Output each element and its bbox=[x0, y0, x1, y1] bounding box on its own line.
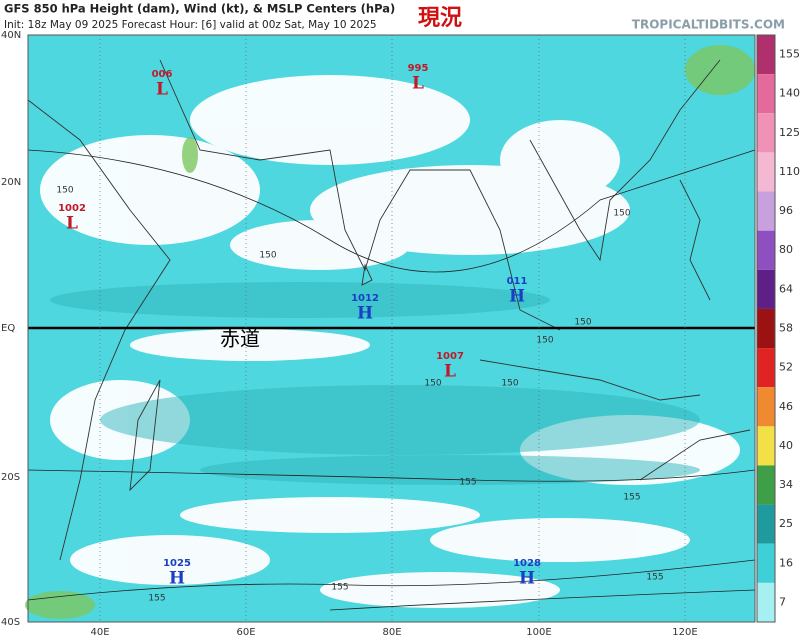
colorbar-label: 140 bbox=[779, 87, 800, 100]
contour-label: 150 bbox=[613, 209, 630, 219]
contour-label: 150 bbox=[259, 251, 276, 261]
lon-label: 60E bbox=[236, 627, 255, 638]
pressure-value: 1025 bbox=[163, 558, 191, 569]
subtitle: Init: 18z May 09 2025 Forecast Hour: [6]… bbox=[4, 19, 377, 31]
pressure-center: L bbox=[444, 362, 456, 382]
lon-label: 100E bbox=[526, 627, 551, 638]
colorbar-label: 125 bbox=[779, 126, 800, 139]
colorbar-segment bbox=[757, 74, 775, 114]
pressure-center: L bbox=[412, 74, 424, 94]
lon-label: 80E bbox=[382, 627, 401, 638]
pressure-value: 1007 bbox=[436, 351, 464, 362]
colorbar-label: 16 bbox=[779, 556, 793, 569]
lat-label: EQ bbox=[1, 323, 15, 334]
colorbar-segment bbox=[757, 308, 775, 349]
pressure-value: 1028 bbox=[513, 558, 541, 569]
pressure-value: 011 bbox=[507, 276, 528, 287]
lon-label: 40E bbox=[90, 627, 109, 638]
colorbar-segment bbox=[757, 465, 775, 505]
lat-label: 40S bbox=[1, 617, 20, 628]
colorbar-frame bbox=[756, 34, 776, 623]
pressure-value: 1002 bbox=[58, 203, 86, 214]
colorbar-segment bbox=[757, 426, 775, 466]
lat-label: 20N bbox=[1, 177, 21, 188]
colorbar-segment bbox=[757, 113, 775, 153]
contour-label: 150 bbox=[424, 379, 441, 389]
colorbar-label: 110 bbox=[779, 165, 800, 178]
colorbar-segment bbox=[757, 35, 775, 75]
colorbar-segment bbox=[757, 230, 775, 270]
pressure-center: H bbox=[519, 569, 535, 589]
colorbar-segment bbox=[757, 504, 775, 544]
colorbar-segment bbox=[757, 582, 775, 622]
colorbar-label: 52 bbox=[779, 361, 793, 374]
colorbar-segment bbox=[757, 191, 775, 231]
contour-label: 155 bbox=[148, 594, 165, 604]
pressure-center: L bbox=[156, 80, 168, 100]
pressure-value: 006 bbox=[152, 69, 173, 80]
colorbar-segment bbox=[757, 348, 775, 388]
map-field bbox=[25, 35, 756, 622]
colorbar-label: 96 bbox=[779, 204, 793, 217]
pressure-value: 1012 bbox=[351, 293, 379, 304]
colorbar-label: 155 bbox=[779, 48, 800, 61]
map-frame bbox=[27, 34, 756, 623]
pressure-value: 995 bbox=[408, 63, 429, 74]
colorbar-segment bbox=[757, 387, 775, 427]
contour-label: 150 bbox=[56, 186, 73, 196]
contour-label: 155 bbox=[646, 573, 663, 583]
annotation: 現況 bbox=[418, 5, 462, 31]
title: GFS 850 hPa Height (dam), Wind (kt), & M… bbox=[4, 2, 395, 16]
pressure-center: H bbox=[509, 287, 525, 307]
colorbar-label: 7 bbox=[779, 595, 786, 608]
lon-label: 120E bbox=[672, 627, 697, 638]
colorbar-label: 46 bbox=[779, 400, 793, 413]
contour-label: 150 bbox=[574, 318, 591, 328]
colorbar-label: 64 bbox=[779, 282, 793, 295]
colorbar-segment bbox=[757, 269, 775, 309]
colorbar-label: 25 bbox=[779, 517, 793, 530]
colorbar-label: 80 bbox=[779, 243, 793, 256]
equator-label: 赤道 bbox=[220, 327, 260, 351]
contour-label: 150 bbox=[501, 379, 518, 389]
pressure-center: L bbox=[66, 214, 78, 234]
colorbar-label: 34 bbox=[779, 478, 793, 491]
lat-label: 20S bbox=[1, 472, 20, 483]
contour-label: 155 bbox=[623, 493, 640, 503]
colorbar-segment bbox=[757, 543, 775, 583]
lat-label: 40N bbox=[1, 30, 21, 41]
pressure-center: H bbox=[357, 304, 373, 324]
contour-label: 155 bbox=[331, 583, 348, 593]
colorbar-label: 58 bbox=[779, 322, 793, 335]
colorbar-segment bbox=[757, 152, 775, 192]
pressure-center: H bbox=[169, 569, 185, 589]
contour-label: 155 bbox=[459, 478, 476, 488]
colorbar-label: 40 bbox=[779, 439, 793, 452]
watermark: TROPICALTIDBITS.COM bbox=[632, 18, 785, 32]
contour-label: 150 bbox=[536, 336, 553, 346]
